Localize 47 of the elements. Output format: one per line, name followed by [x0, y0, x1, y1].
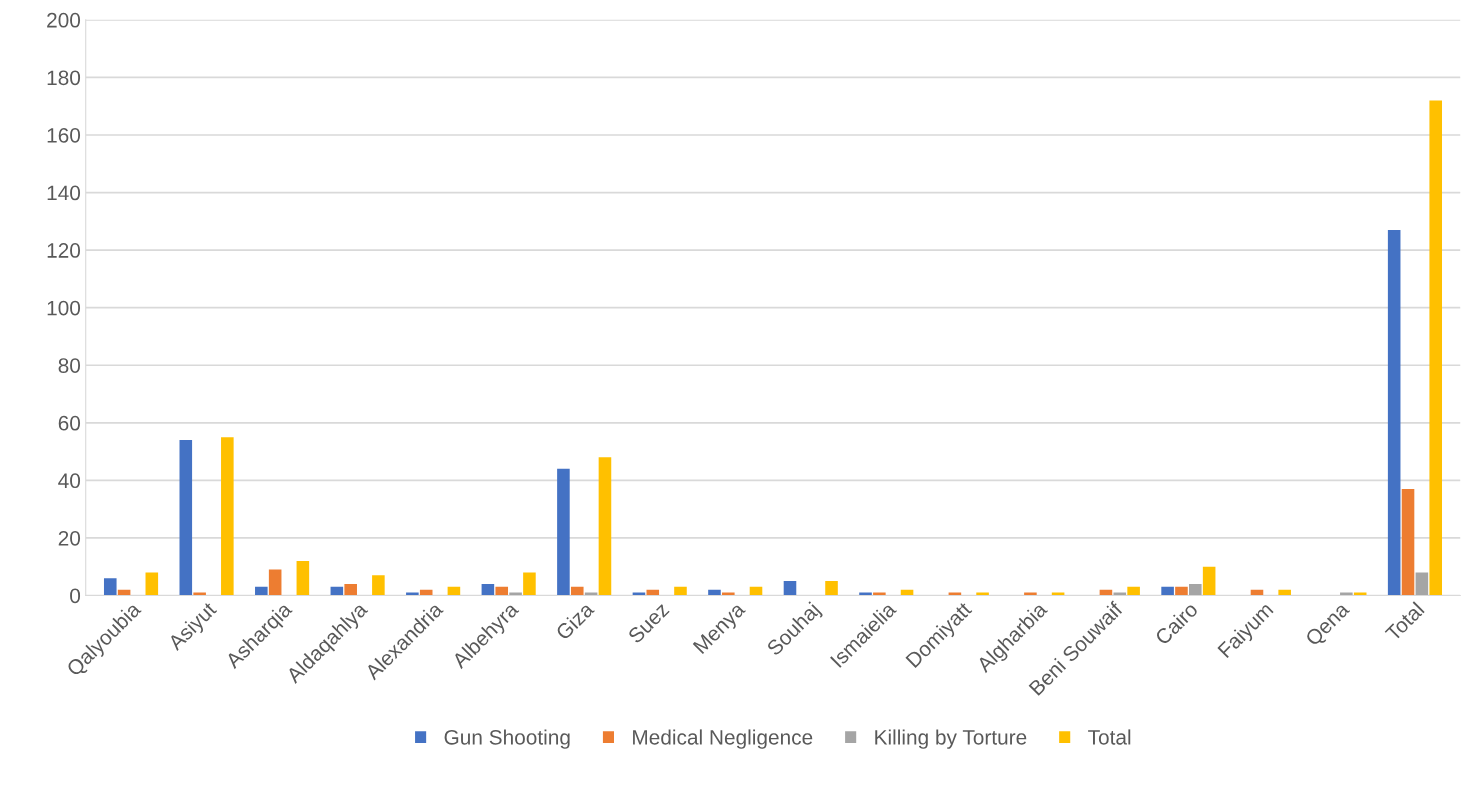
bar: [1127, 586, 1140, 596]
x-tick-label: Giza: [554, 600, 595, 641]
y-tick-label: 180: [47, 70, 81, 86]
y-tick-label: 20: [58, 530, 81, 546]
bar: [221, 437, 234, 596]
bar: [481, 583, 495, 596]
bar: [255, 586, 268, 596]
legend-label: Killing by Torture: [875, 729, 1027, 749]
bar: [523, 572, 536, 596]
bar: [1202, 566, 1216, 596]
legend-label: Medical Negligence: [633, 729, 813, 749]
y-tick-label: 160: [47, 127, 81, 143]
bar: [1189, 583, 1202, 596]
y-tick-label: 80: [58, 358, 81, 373]
legend-label: Total: [1088, 729, 1131, 745]
bar: [296, 560, 310, 596]
bar: [372, 575, 385, 596]
bar: [419, 589, 433, 596]
bar: [1278, 589, 1291, 596]
bar: [145, 572, 159, 596]
bar: [103, 578, 117, 596]
bar: [1175, 586, 1188, 596]
legend-label: Gun Shooting: [444, 729, 570, 749]
bar: [783, 581, 797, 596]
bar: [646, 589, 660, 596]
bar: [1401, 489, 1415, 596]
y-tick-label: 40: [58, 473, 81, 489]
bar: [495, 586, 509, 596]
bar: [557, 468, 570, 596]
bar: [1161, 586, 1174, 596]
bar: [598, 457, 612, 596]
bar: [674, 586, 687, 596]
y-tick-label: 200: [47, 12, 81, 28]
bar: [1429, 100, 1443, 596]
y-tick-label: 140: [47, 185, 81, 201]
y-tick-label: 60: [58, 415, 81, 431]
bar: [344, 583, 357, 596]
bar: [570, 586, 584, 596]
y-tick-label: 0: [70, 588, 81, 604]
y-tick-label: 100: [47, 300, 81, 316]
bar: [179, 440, 193, 596]
bar: [1387, 229, 1401, 596]
bar: [268, 569, 282, 596]
y-tick-label: 120: [47, 243, 81, 258]
bar: [1415, 572, 1429, 596]
bar: [825, 581, 838, 596]
bar: [708, 589, 721, 596]
